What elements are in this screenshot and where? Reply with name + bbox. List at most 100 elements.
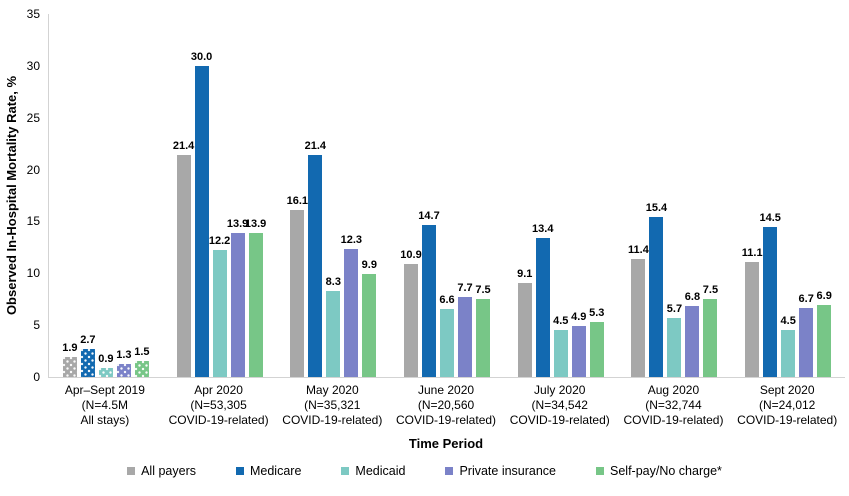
y-axis-tick-label: 5	[33, 318, 40, 333]
bar-value-label: 21.4	[172, 140, 195, 153]
y-axis-tick-label: 15	[26, 214, 40, 229]
bar-private-insurance	[458, 297, 473, 377]
x-axis-category-line: Sept 2020	[759, 383, 815, 397]
bar-wrap: 11.1	[742, 247, 763, 377]
bar-value-label: 16.1	[286, 195, 309, 208]
bar-wrap: 14.7	[418, 210, 440, 377]
bar-value-label: 15.4	[645, 202, 668, 215]
legend-swatch	[341, 467, 350, 475]
bar-medicaid	[553, 330, 568, 377]
bar-wrap: 15.4	[646, 202, 667, 377]
bar-groups: 1.9 2.7 0.9 1.3 1.5 21.4 30.0 12.2 13.9 13.9 16.1 2…	[49, 14, 845, 377]
bar-value-label: 4.5	[780, 315, 796, 328]
x-axis-category-line: (N=24,012	[758, 398, 816, 412]
legend-item-private-insurance: Private insurance	[445, 464, 556, 478]
x-axis-category-line: (N=32,744	[645, 398, 702, 412]
x-axis-category-line: COVID-19-related)	[737, 413, 838, 427]
legend-label: Private insurance	[459, 464, 557, 478]
bar-value-label: 13.9	[226, 217, 249, 230]
bar-all-payers	[631, 258, 646, 377]
bar-self-pay-no-charge	[703, 299, 718, 377]
bar-value-label: 21.4	[304, 140, 327, 153]
x-axis-category-labels: Apr–Sept 2019 (N=4.5M All stays) Apr 2020 (N…	[48, 383, 844, 428]
bar-wrap: 14.5	[759, 212, 781, 377]
x-axis-category-line: May 2020	[305, 383, 359, 397]
bar-value-label: 5.7	[666, 302, 683, 315]
bar-wrap: 7.5	[475, 284, 491, 377]
x-axis-category-line: (N=34,542	[531, 398, 588, 412]
bar-all-payers	[404, 263, 419, 377]
legend-label: Medicare	[249, 464, 302, 478]
legend-item-medicare: Medicare	[235, 464, 302, 478]
bar-value-label: 6.6	[439, 293, 455, 306]
x-axis-category-line: COVID-19-related)	[396, 413, 497, 427]
legend: All payers Medicare Medicaid Private insura…	[0, 464, 849, 478]
y-axis-tick-label: 35	[26, 7, 40, 21]
bar-self-pay-no-charge	[362, 274, 377, 377]
x-axis-category-line: June 2020	[417, 383, 475, 397]
bar-self-pay-no-charge	[476, 299, 491, 377]
bar-wrap: 7.7	[457, 282, 473, 377]
bar-medicaid	[326, 290, 341, 377]
x-axis-category-label: Apr 2020 (N=53,305 COVID-19-related)	[162, 383, 276, 428]
bar-value-label: 1.9	[62, 342, 78, 355]
y-axis-tick-label: 30	[26, 58, 40, 73]
plot-area: 1.9 2.7 0.9 1.3 1.5 21.4 30.0 12.2 13.9 13.9 16.1 2…	[48, 14, 845, 378]
bar-wrap: 5.7	[667, 303, 682, 377]
x-axis-category-label: Apr–Sept 2019 (N=4.5M All stays)	[48, 383, 162, 428]
x-axis-category-line: Apr 2020	[194, 383, 243, 397]
y-axis-tick-label: 0	[33, 370, 40, 384]
bar-wrap: 4.5	[553, 315, 568, 377]
bar-group-sept-2020: 11.1 14.5 4.5 6.7 6.9	[731, 14, 845, 377]
bar-value-label: 5.3	[589, 307, 605, 320]
x-axis-category-line: Aug 2020	[647, 383, 700, 397]
bar-value-label: 7.5	[475, 284, 491, 297]
x-axis-category-label: June 2020 (N=20,560 COVID-19-related)	[389, 383, 503, 428]
y-axis-tick-label: 25	[26, 110, 40, 125]
legend-item-self-pay-no-charge: Self-pay/No charge*	[596, 464, 722, 478]
bar-value-label: 13.4	[532, 223, 554, 236]
bar-wrap: 13.4	[532, 223, 553, 377]
bar-wrap: 6.7	[799, 293, 814, 377]
y-axis-tick-label: 10	[26, 266, 40, 281]
bar-private-insurance	[344, 249, 359, 377]
bar-value-label: 1.5	[134, 346, 150, 359]
bar-private-insurance	[799, 307, 814, 377]
bar-wrap: 21.4	[173, 140, 194, 377]
bar-medicaid	[98, 367, 113, 377]
bar-medicare	[80, 349, 95, 377]
bar-group-may-2020: 16.1 21.4 8.3 12.3 9.9	[276, 14, 390, 377]
bar-value-label: 6.9	[816, 290, 832, 303]
legend-item-all-payers: All payers	[127, 464, 196, 478]
x-axis-category-line: Apr–Sept 2019	[64, 383, 145, 397]
bar-all-payers	[290, 210, 305, 377]
bar-group-apr-sept-2019: 1.9 2.7 0.9 1.3 1.5	[49, 14, 163, 377]
bar-value-label: 14.7	[418, 209, 440, 222]
bar-all-payers	[745, 261, 760, 377]
bar-value-label: 9.1	[517, 267, 533, 280]
bar-value-label: 6.7	[798, 292, 814, 305]
x-axis-category-line: (N=4.5M	[81, 398, 129, 412]
bar-value-label: 13.9	[244, 217, 267, 230]
bar-wrap: 30.0	[191, 51, 212, 377]
x-axis-category-line: COVID-19-related)	[282, 413, 383, 427]
bar-all-payers	[176, 155, 191, 377]
bar-group-july-2020: 9.1 13.4 4.5 4.9 5.3	[504, 14, 618, 377]
bar-wrap: 6.9	[817, 290, 832, 377]
bar-private-insurance	[685, 306, 700, 377]
bar-wrap: 0.9	[98, 353, 114, 377]
bar-self-pay-no-charge	[817, 305, 832, 377]
bar-wrap: 13.9	[245, 218, 266, 377]
bar-wrap: 6.8	[685, 291, 700, 377]
y-axis-tick-label: 20	[26, 162, 40, 177]
bar-group-apr-2020: 21.4 30.0 12.2 13.9 13.9	[163, 14, 277, 377]
x-axis-category-line: July 2020	[534, 383, 586, 397]
bar-wrap: 1.3	[116, 349, 132, 377]
x-axis-category-line: COVID-19-related)	[168, 413, 269, 427]
bar-wrap: 1.5	[134, 346, 150, 377]
bar-wrap: 7.5	[703, 284, 718, 377]
legend-label: Self-pay/No charge*	[610, 464, 722, 478]
x-axis-category-line: (N=35,321	[304, 398, 361, 412]
x-axis-category-line: COVID-19-related)	[509, 413, 610, 427]
bar-wrap: 11.4	[628, 244, 649, 377]
